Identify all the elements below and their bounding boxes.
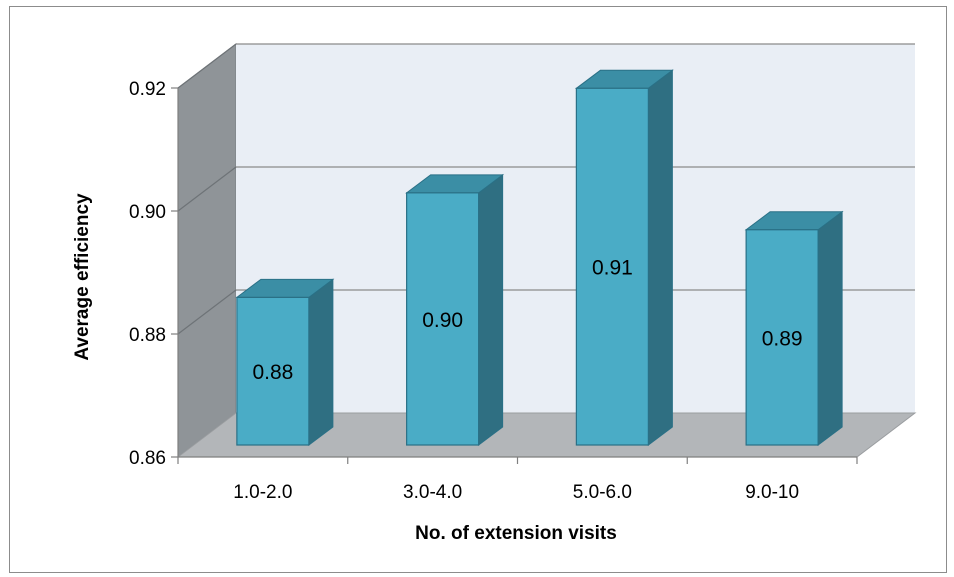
gridline-side <box>177 166 237 212</box>
x-axis-title: No. of extension visits <box>415 523 617 544</box>
bar <box>574 69 674 446</box>
data-label: 0.88 <box>252 361 293 384</box>
data-label: 0.91 <box>592 257 633 280</box>
bar-side-face <box>817 210 843 446</box>
x-tick-label: 9.0-10 <box>745 482 799 503</box>
bar-side-face <box>478 173 504 446</box>
bar-front-face <box>406 192 480 446</box>
data-label: 0.90 <box>422 309 463 332</box>
x-tick-label: 3.0-4.0 <box>403 482 462 503</box>
y-tick-label: 0.86 <box>129 448 166 469</box>
data-labels: 0.88 0.90 0.91 0.89 <box>252 257 802 385</box>
bar <box>405 173 505 446</box>
bar <box>235 278 335 446</box>
axes <box>171 87 858 464</box>
y-tick-labels: 0.86 0.88 0.90 0.92 <box>129 79 166 469</box>
bar-front-face <box>745 229 819 446</box>
bar-front-face <box>575 87 649 446</box>
bar-side-face <box>647 69 673 446</box>
x-tick-labels: 1.0-2.0 3.0-4.0 5.0-6.0 9.0-10 <box>233 482 799 503</box>
gridline-side <box>177 43 237 89</box>
x-tick-label: 1.0-2.0 <box>233 482 292 503</box>
gridline-side <box>177 289 237 335</box>
bar-side-face <box>308 278 334 446</box>
bars <box>235 69 844 446</box>
data-label: 0.89 <box>762 327 803 350</box>
y-tick-label: 0.88 <box>129 325 166 346</box>
side-wall <box>177 42 237 459</box>
y-axis-title: Average efficiency <box>72 193 93 361</box>
x-tick-label: 5.0-6.0 <box>573 482 632 503</box>
bar <box>744 210 844 446</box>
y-tick-label: 0.90 <box>129 202 166 223</box>
y-tick-label: 0.92 <box>129 79 166 100</box>
bar-front-face <box>236 296 310 446</box>
